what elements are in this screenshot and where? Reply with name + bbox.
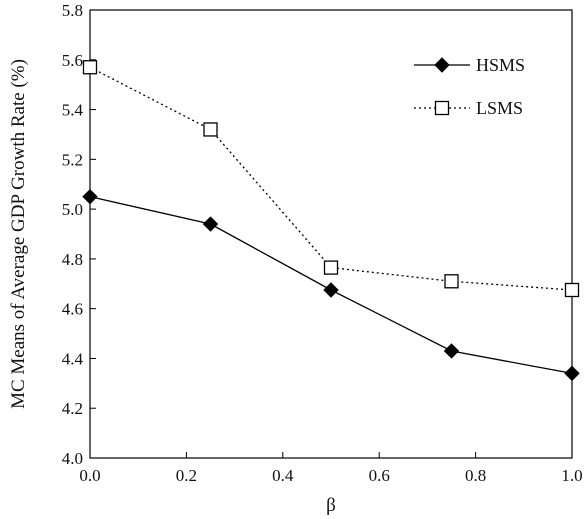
data-point-lsms bbox=[323, 260, 339, 275]
x-axis-ticks: 0.0 0.2 0.4 0.6 0.8 1.0 bbox=[79, 452, 583, 485]
data-point-hsms bbox=[202, 216, 219, 232]
x-tick-label: 0.2 bbox=[176, 466, 197, 485]
x-tick-label: 1.0 bbox=[561, 466, 582, 485]
legend-label: LSMS bbox=[476, 98, 523, 118]
legend-item-hsms: HSMS bbox=[414, 55, 525, 75]
data-point-lsms bbox=[203, 122, 218, 137]
series-hsms bbox=[82, 188, 580, 382]
data-point-lsms bbox=[82, 60, 98, 75]
x-tick-label: 0.8 bbox=[465, 466, 486, 485]
series-layer bbox=[82, 60, 580, 382]
legend: HSMS LSMS bbox=[414, 55, 525, 118]
x-tick-label: 0.0 bbox=[79, 466, 100, 485]
series-lsms bbox=[82, 60, 580, 298]
data-point-hsms bbox=[323, 282, 339, 298]
data-point-hsms bbox=[564, 365, 580, 382]
data-point-hsms bbox=[443, 343, 460, 359]
data-point-lsms bbox=[444, 274, 459, 289]
data-point-lsms bbox=[564, 282, 580, 298]
series-line-lsms bbox=[89, 66, 573, 291]
y-tick-label: 5.6 bbox=[62, 51, 83, 70]
y-axis-ticks: 4.0 4.2 4.4 4.6 4.8 5.0 5.2 5.4 5.6 5.8 bbox=[62, 1, 96, 468]
plot-frame bbox=[89, 9, 573, 459]
x-tick-label: 0.4 bbox=[272, 466, 294, 485]
y-tick-label: 5.0 bbox=[62, 200, 83, 219]
x-axis-label: β bbox=[326, 495, 336, 516]
y-tick-label: 4.8 bbox=[62, 250, 83, 269]
legend-label: HSMS bbox=[476, 55, 525, 75]
y-axis-label: MC Means of Average GDP Growth Rate (%) bbox=[8, 59, 29, 409]
legend-item-lsms: LSMS bbox=[414, 98, 523, 118]
y-tick-label: 5.4 bbox=[62, 101, 84, 120]
x-tick-label: 0.6 bbox=[369, 466, 390, 485]
y-tick-label: 4.6 bbox=[62, 300, 83, 319]
y-tick-label: 5.2 bbox=[62, 150, 83, 169]
data-point-hsms bbox=[82, 188, 98, 205]
y-tick-label: 5.8 bbox=[62, 1, 83, 20]
y-tick-label: 4.2 bbox=[62, 399, 83, 418]
legend-marker bbox=[434, 57, 450, 73]
y-tick-label: 4.4 bbox=[62, 349, 84, 368]
legend-marker bbox=[434, 100, 450, 116]
y-tick-label: 4.0 bbox=[62, 449, 83, 468]
